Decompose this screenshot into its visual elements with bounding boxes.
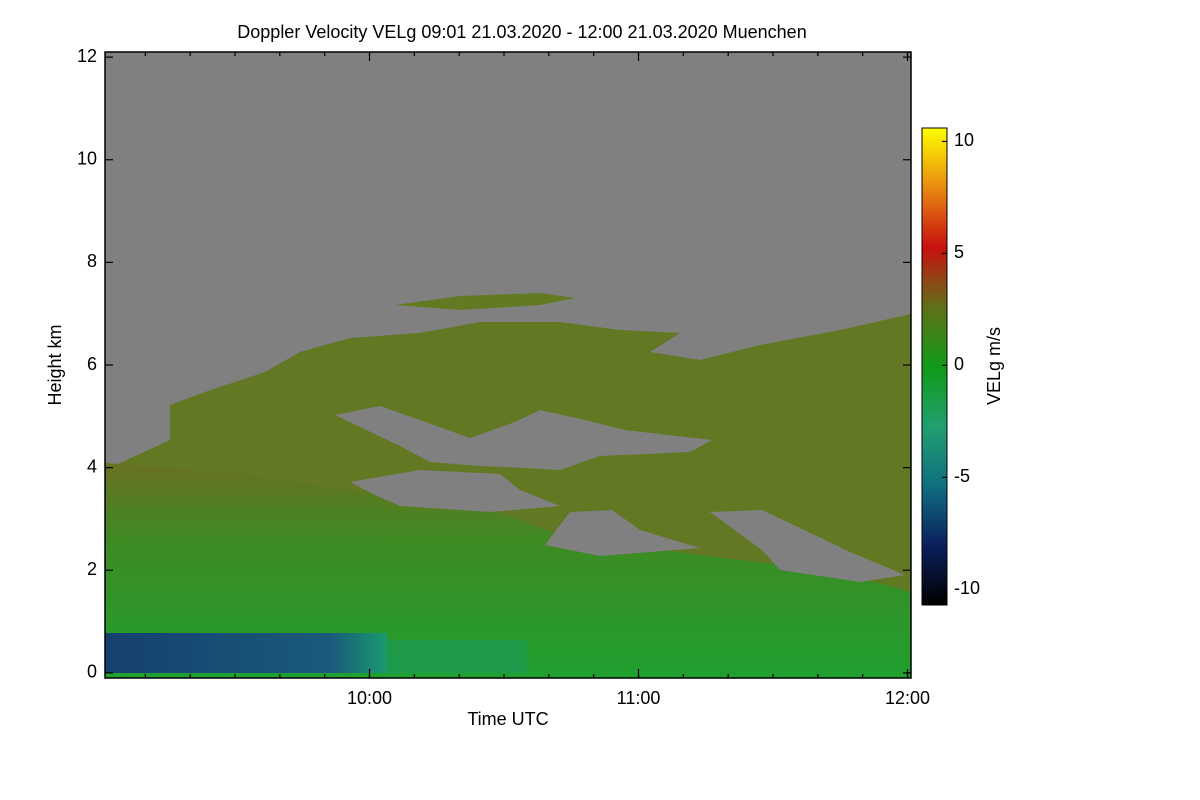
gap <box>335 406 712 470</box>
cloud-top-band <box>395 293 575 310</box>
gap <box>710 510 905 582</box>
x-tick-label: 12:00 <box>885 688 930 708</box>
x-tick-label: 10:00 <box>347 688 392 708</box>
y-tick-label: 2 <box>87 559 97 579</box>
gap <box>350 470 560 512</box>
y-tick-label: 4 <box>87 456 97 476</box>
x-tick-label: 11:00 <box>617 688 661 708</box>
y-tick-label: 6 <box>87 354 97 374</box>
y-tick-label: 8 <box>87 251 97 271</box>
y-tick-label: 12 <box>77 46 97 66</box>
y-tick-label: 10 <box>77 149 97 169</box>
chart-title: Doppler Velocity VELg 09:01 21.03.2020 -… <box>237 22 806 42</box>
gap <box>545 510 700 556</box>
y-tick-label: 0 <box>87 662 97 682</box>
colorbar-tick-label: 5 <box>954 242 964 262</box>
colorbar-tick-label: 10 <box>954 130 974 150</box>
colorbar-tick-label: -5 <box>954 466 970 486</box>
blue-layer <box>105 633 387 673</box>
y-axis-label: Height km <box>45 324 65 405</box>
x-axis-label: Time UTC <box>467 709 548 729</box>
colorbar-tick-label: 0 <box>954 354 964 374</box>
teal-layer <box>387 640 527 673</box>
lower-layer <box>105 463 911 678</box>
velocity-field <box>105 52 911 678</box>
colorbar-tick-label: -10 <box>954 578 980 598</box>
colorbar <box>921 127 948 606</box>
colorbar-label: VELg m/s <box>984 327 1004 405</box>
